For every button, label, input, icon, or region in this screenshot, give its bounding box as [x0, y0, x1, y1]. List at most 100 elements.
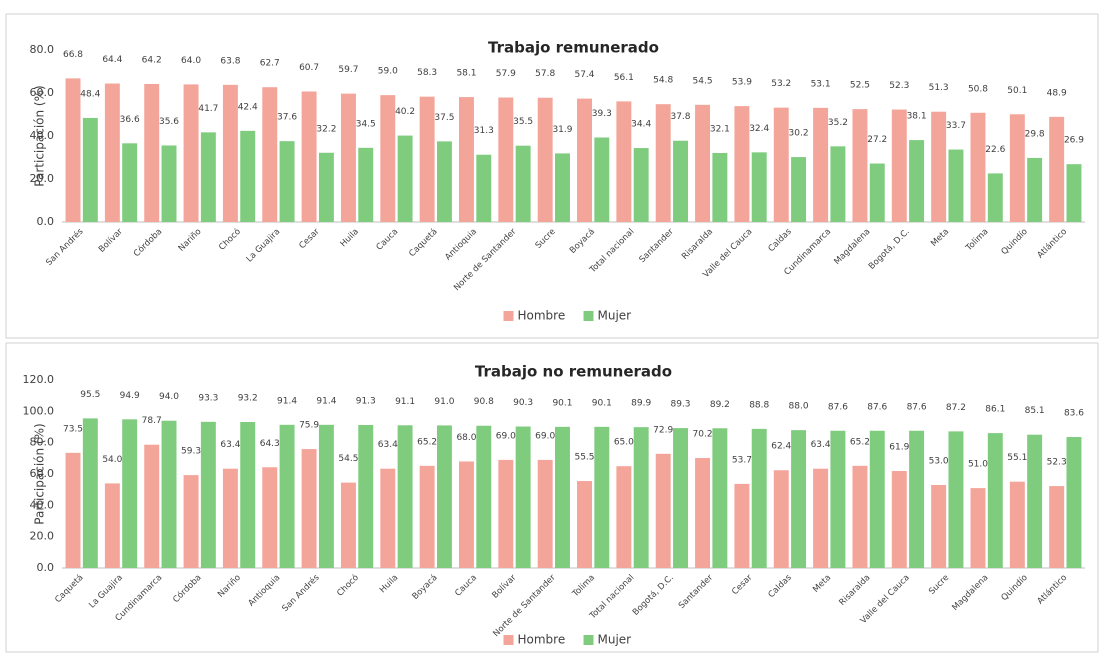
legend-swatch — [503, 311, 514, 321]
bar — [515, 426, 531, 568]
data-label: 58.3 — [417, 68, 437, 78]
data-label: 59.0 — [378, 67, 398, 77]
data-label: 90.1 — [592, 398, 612, 408]
data-label: 60.7 — [299, 63, 319, 73]
data-label: 72.9 — [653, 425, 673, 435]
bar — [222, 84, 238, 222]
data-label: 37.6 — [277, 113, 297, 123]
data-label: 61.9 — [889, 443, 909, 453]
bar — [537, 459, 553, 568]
data-label: 52.3 — [1047, 458, 1067, 468]
data-label: 91.1 — [395, 397, 415, 407]
data-label: 51.0 — [968, 460, 988, 470]
data-label: 32.1 — [710, 124, 730, 134]
bar — [734, 106, 750, 222]
data-label: 34.4 — [631, 120, 651, 130]
data-label: 35.2 — [828, 118, 848, 128]
data-label: 90.8 — [474, 397, 494, 407]
bar — [852, 465, 868, 568]
bar — [813, 468, 829, 568]
bar — [240, 421, 256, 568]
data-label: 48.4 — [80, 89, 100, 99]
bar — [891, 471, 907, 568]
bar — [301, 91, 317, 223]
bar — [104, 483, 120, 568]
data-label: 48.9 — [1047, 88, 1067, 98]
bar — [65, 452, 81, 568]
data-label: 50.1 — [1007, 86, 1027, 96]
data-label: 31.9 — [552, 125, 572, 135]
data-label: 53.7 — [732, 455, 752, 465]
bar — [340, 482, 356, 568]
bar — [594, 426, 610, 568]
bar — [122, 143, 138, 222]
data-label: 63.4 — [220, 440, 240, 450]
data-label: 30.2 — [789, 129, 809, 139]
bar — [931, 111, 947, 222]
bar — [279, 141, 295, 222]
y-tick-label: 60.0 — [30, 467, 55, 480]
bar — [695, 458, 711, 568]
bar — [65, 78, 81, 222]
data-label: 85.1 — [1025, 406, 1045, 416]
bar — [498, 459, 514, 568]
data-label: 88.0 — [789, 402, 809, 412]
data-label: 22.6 — [985, 145, 1005, 155]
bar — [358, 147, 374, 222]
data-label: 54.5 — [693, 76, 713, 86]
data-label: 55.1 — [1007, 453, 1027, 463]
bar — [183, 84, 199, 223]
bar — [869, 163, 885, 222]
y-tick-label: 80.0 — [30, 436, 55, 449]
bar — [909, 140, 925, 222]
bar — [616, 466, 632, 568]
data-label: 78.7 — [142, 416, 162, 426]
bar — [577, 98, 592, 222]
y-tick-label: 20.0 — [30, 172, 55, 185]
data-label: 91.0 — [434, 397, 454, 407]
bar — [577, 481, 592, 568]
bar — [240, 130, 256, 222]
data-label: 58.1 — [456, 69, 476, 79]
data-label: 86.1 — [985, 405, 1005, 415]
data-label: 91.3 — [356, 396, 376, 406]
data-label: 57.4 — [574, 70, 594, 80]
data-label: 94.9 — [120, 391, 140, 401]
bar — [498, 97, 514, 222]
y-axis-label: Participación (%) — [33, 85, 47, 186]
data-label: 89.2 — [710, 400, 730, 410]
bar — [830, 146, 846, 222]
data-label: 37.8 — [670, 112, 690, 122]
data-label: 93.2 — [238, 393, 258, 403]
bar — [970, 488, 986, 568]
bar — [515, 145, 531, 222]
data-label: 56.1 — [614, 73, 634, 83]
data-label: 52.3 — [889, 81, 909, 91]
bar — [104, 83, 120, 222]
bar — [655, 104, 671, 222]
data-label: 66.8 — [63, 50, 83, 60]
bar — [1009, 481, 1025, 568]
data-label: 27.2 — [867, 135, 887, 145]
data-label: 35.6 — [159, 117, 179, 127]
data-label: 53.1 — [811, 79, 831, 89]
y-tick-label: 20.0 — [30, 530, 55, 543]
bar — [751, 428, 767, 568]
bar — [773, 470, 789, 568]
bar — [751, 152, 767, 222]
bar — [1027, 157, 1043, 222]
data-label: 62.7 — [260, 59, 280, 69]
data-label: 52.5 — [850, 81, 870, 91]
bar — [891, 109, 907, 222]
legend-label: Hombre — [518, 633, 566, 647]
bar — [436, 141, 452, 222]
bar — [1049, 116, 1065, 222]
data-label: 63.4 — [811, 440, 831, 450]
data-label: 64.4 — [102, 55, 122, 65]
data-label: 32.4 — [749, 124, 769, 134]
bar — [262, 87, 278, 222]
bar — [358, 424, 374, 568]
data-label: 75.9 — [299, 421, 319, 431]
data-label: 42.4 — [238, 102, 258, 112]
data-label: 39.3 — [592, 109, 612, 119]
